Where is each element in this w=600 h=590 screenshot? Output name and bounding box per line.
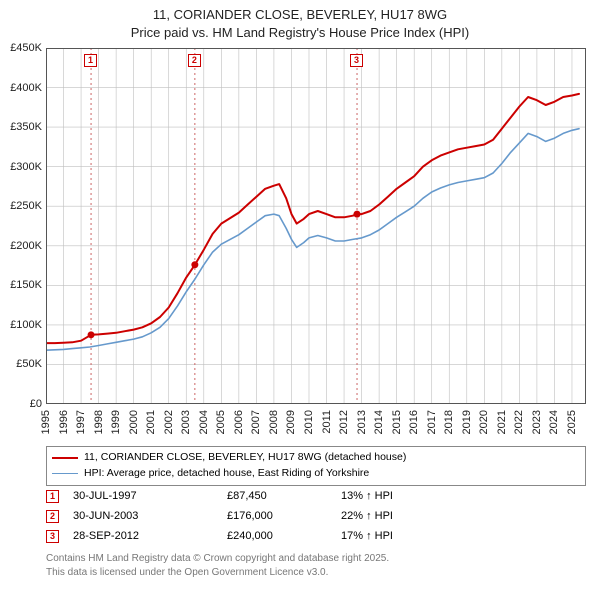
x-tick-label: 2024 [548,410,560,434]
x-tick-label: 2000 [128,410,140,434]
x-tick-label: 1998 [93,410,105,434]
x-tick-label: 2025 [566,410,578,434]
x-tick-label: 2001 [145,410,157,434]
footer-line-2: This data is licensed under the Open Gov… [46,566,586,580]
sales-table: 1 30-JUL-1997 £87,450 13% ↑ HPI 2 30-JUN-2003… [46,486,586,546]
x-tick-label: 1997 [75,410,87,434]
sales-row-date: 30-JUN-2003 [73,510,213,522]
x-tick-label: 2006 [233,410,245,434]
x-tick-label: 1995 [40,410,52,434]
x-tick-label: 2011 [321,410,333,434]
title-line-1: 11, CORIANDER CLOSE, BEVERLEY, HU17 8WG [0,6,600,24]
sales-row-marker: 3 [46,530,59,543]
footer-attribution: Contains HM Land Registry data © Crown c… [46,552,586,579]
x-tick-label: 2012 [338,410,350,434]
x-tick-label: 2002 [163,410,175,434]
title-line-2: Price paid vs. HM Land Registry's House … [0,24,600,42]
chart-title-block: 11, CORIANDER CLOSE, BEVERLEY, HU17 8WG … [0,0,600,41]
sales-row-delta: 13% ↑ HPI [341,490,461,502]
sales-row-date: 30-JUL-1997 [73,490,213,502]
y-tick-label: £400K [10,82,42,94]
x-tick-label: 2022 [513,410,525,434]
legend-swatch-hpi [52,473,78,474]
sales-row-delta: 17% ↑ HPI [341,530,461,542]
sales-row: 1 30-JUL-1997 £87,450 13% ↑ HPI [46,486,586,506]
sales-row-date: 28-SEP-2012 [73,530,213,542]
y-tick-label: £300K [10,161,42,173]
x-tick-label: 2023 [531,410,543,434]
x-tick-label: 2016 [408,410,420,434]
x-tick-label: 1999 [110,410,122,434]
x-tick-label: 2015 [391,410,403,434]
sales-row-delta: 22% ↑ HPI [341,510,461,522]
sale-marker-3: 3 [350,54,363,67]
sales-row-marker: 1 [46,490,59,503]
x-tick-label: 2020 [478,410,490,434]
y-tick-label: £100K [10,319,42,331]
x-tick-label: 2010 [303,410,315,434]
y-tick-label: £250K [10,200,42,212]
x-tick-label: 2009 [285,410,297,434]
x-axis-labels: 1995199619971998199920002001200220032004… [46,406,586,446]
sales-row-price: £176,000 [227,510,327,522]
legend-label-hpi: HPI: Average price, detached house, East… [84,466,369,482]
y-tick-label: £200K [10,240,42,252]
x-tick-label: 2014 [373,410,385,434]
x-tick-label: 2007 [250,410,262,434]
footer-line-1: Contains HM Land Registry data © Crown c… [46,552,586,566]
x-tick-label: 2005 [215,410,227,434]
y-tick-label: £50K [16,358,42,370]
chart-plot-area: 1 2 3 [46,48,586,404]
sales-row-marker: 2 [46,510,59,523]
x-tick-label: 2004 [198,410,210,434]
chart-container: 11, CORIANDER CLOSE, BEVERLEY, HU17 8WG … [0,0,600,590]
x-tick-label: 2013 [356,410,368,434]
sale-marker-1: 1 [84,54,97,67]
sales-row: 3 28-SEP-2012 £240,000 17% ↑ HPI [46,526,586,546]
legend-row-property: 11, CORIANDER CLOSE, BEVERLEY, HU17 8WG … [52,450,580,466]
sales-row-price: £240,000 [227,530,327,542]
legend-swatch-property [52,457,78,459]
legend: 11, CORIANDER CLOSE, BEVERLEY, HU17 8WG … [46,446,586,486]
chart-svg [46,48,586,404]
x-tick-label: 2003 [180,410,192,434]
x-tick-label: 2008 [268,410,280,434]
y-tick-label: £350K [10,121,42,133]
y-tick-label: £450K [10,42,42,54]
x-tick-label: 2019 [461,410,473,434]
x-tick-label: 2018 [443,410,455,434]
y-tick-label: £0 [30,398,42,410]
x-tick-label: 2021 [496,410,508,434]
legend-label-property: 11, CORIANDER CLOSE, BEVERLEY, HU17 8WG … [84,450,406,466]
y-axis-labels: £0£50K£100K£150K£200K£250K£300K£350K£400… [0,48,44,404]
sales-row-price: £87,450 [227,490,327,502]
x-tick-label: 2017 [426,410,438,434]
sale-marker-2: 2 [188,54,201,67]
legend-row-hpi: HPI: Average price, detached house, East… [52,466,580,482]
sales-row: 2 30-JUN-2003 £176,000 22% ↑ HPI [46,506,586,526]
x-tick-label: 1996 [58,410,70,434]
y-tick-label: £150K [10,279,42,291]
